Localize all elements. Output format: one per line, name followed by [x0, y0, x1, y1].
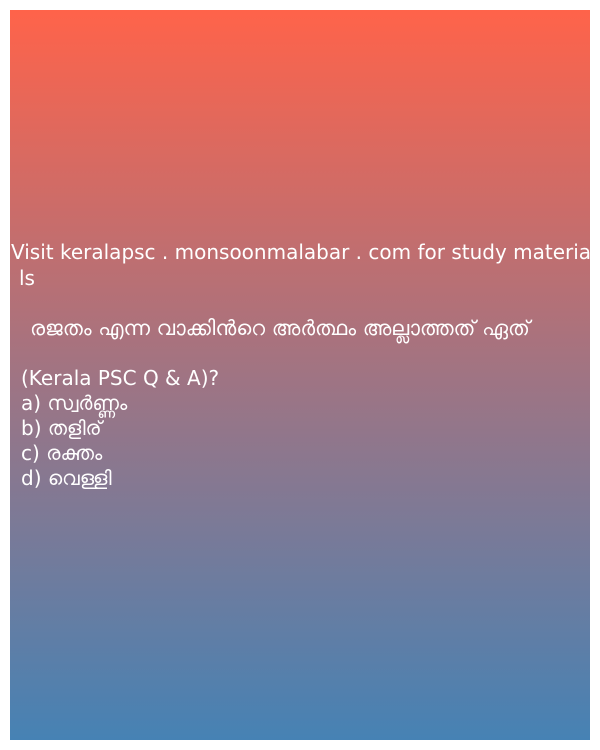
option-d: d) വെള്ളി [21, 466, 112, 490]
question-source: (Kerala PSC Q & A)? [21, 366, 220, 390]
option-c: c) രക്തം [21, 441, 103, 465]
promo-text-line-1: Visit keralapsc . monsoonmalabar . com f… [11, 240, 590, 264]
promo-text-line-2: ls [19, 266, 35, 290]
option-b: b) തളിര് [21, 416, 102, 440]
question-malayalam: രജതം എന്ന വാക്കിൻറെ അർത്ഥം അല്ലാത്തത് ഏത… [30, 316, 530, 340]
question-card: Visit keralapsc . monsoonmalabar . com f… [10, 10, 590, 740]
option-a: a) സ്വർണ്ണം [21, 391, 128, 415]
